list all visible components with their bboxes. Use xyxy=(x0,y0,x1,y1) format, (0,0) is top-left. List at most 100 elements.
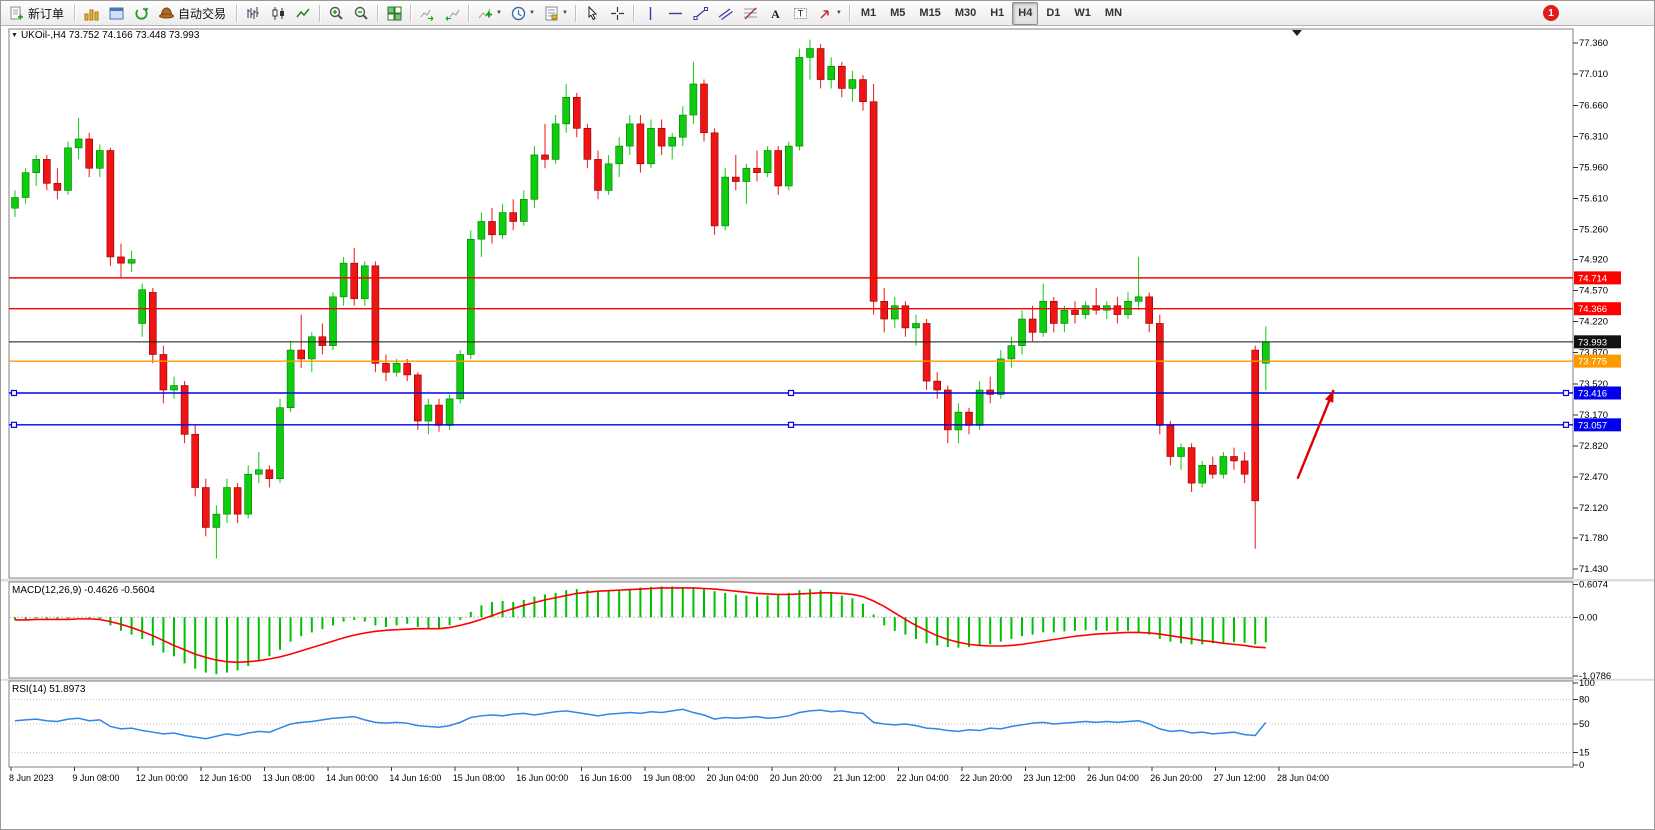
bars-icon xyxy=(245,5,262,22)
periods-button[interactable]: ▼ xyxy=(507,2,538,25)
hline-handle[interactable] xyxy=(1562,389,1570,397)
ea-hat-icon xyxy=(158,5,175,22)
time-label: 28 Jun 04:00 xyxy=(1277,773,1329,783)
hline-handle[interactable] xyxy=(787,421,795,428)
zoom-in-button[interactable] xyxy=(325,2,348,25)
svg-text:80: 80 xyxy=(1579,694,1590,705)
notification-badge[interactable]: 1 xyxy=(1543,5,1559,21)
time-axis-labels xyxy=(10,767,1280,771)
time-label: 26 Jun 04:00 xyxy=(1087,773,1139,783)
toolbar-separator xyxy=(574,4,577,22)
chartshift-icon xyxy=(444,5,461,22)
dropdown-caret-icon: ▼ xyxy=(496,10,502,16)
chart-shift-button[interactable] xyxy=(441,2,464,25)
timeframe-button-m30[interactable]: M30 xyxy=(954,7,977,19)
linechart-icon xyxy=(295,5,312,22)
timeframe-button-m15[interactable]: M15 xyxy=(919,7,941,19)
svg-text:72.120: 72.120 xyxy=(1579,503,1608,514)
dropdown-caret-icon: ▼ xyxy=(561,10,568,16)
svg-text:0.00: 0.00 xyxy=(1579,612,1598,623)
timeframe-button-m1[interactable]: M1 xyxy=(860,7,877,19)
cursor-button[interactable] xyxy=(581,2,604,25)
cycle-green-icon xyxy=(133,5,150,22)
svg-text:0: 0 xyxy=(1579,760,1584,771)
macd-signal-line xyxy=(15,587,1266,664)
svg-text:100: 100 xyxy=(1579,678,1595,689)
axis-price-flag xyxy=(1574,302,1621,316)
zoom-in-icon xyxy=(328,5,345,22)
profiles-button[interactable] xyxy=(105,2,128,25)
time-label: 12 Jun 16:00 xyxy=(199,773,251,783)
text-button[interactable]: A xyxy=(764,2,787,25)
timeframe-button-m5[interactable]: M5 xyxy=(890,7,906,19)
macd-histogram xyxy=(14,586,1267,675)
svg-text:75.260: 75.260 xyxy=(1579,224,1608,235)
svg-text:74.366: 74.366 xyxy=(1578,304,1607,315)
toolbar-separator xyxy=(319,4,322,22)
timeframe-button-h4[interactable]: H4 xyxy=(1012,1,1039,25)
candlestick-chart-button[interactable] xyxy=(267,2,290,25)
trend-arrow-head[interactable] xyxy=(1324,389,1334,403)
zoom-out-button[interactable] xyxy=(350,2,373,25)
svg-text:74.714: 74.714 xyxy=(1578,273,1607,284)
axis-price-flag xyxy=(1574,335,1621,349)
fibonacci-button[interactable] xyxy=(739,2,762,25)
hline-icon xyxy=(667,5,684,22)
line-chart-button[interactable] xyxy=(292,2,315,25)
new-order-button[interactable]: 新订单 xyxy=(5,2,70,25)
horizontal-line-button[interactable] xyxy=(664,2,687,25)
crosshair-button[interactable] xyxy=(606,2,629,25)
new-chart-button[interactable] xyxy=(80,2,103,25)
templates-button[interactable]: ▼ xyxy=(540,2,571,25)
svg-text:77.360: 77.360 xyxy=(1579,38,1608,49)
trend-arrow-annotation[interactable] xyxy=(1296,389,1335,480)
arrow-obj-icon xyxy=(817,5,834,22)
svg-text:73.416: 73.416 xyxy=(1578,388,1607,399)
svg-text:71.780: 71.780 xyxy=(1579,533,1608,544)
chart-scroll-caret-icon[interactable] xyxy=(1292,30,1302,36)
svg-text:76.310: 76.310 xyxy=(1579,131,1608,142)
hline-handle[interactable] xyxy=(10,421,18,428)
svg-text:73.057: 73.057 xyxy=(1578,420,1607,431)
hline-handle[interactable] xyxy=(1562,421,1570,428)
svg-text:76.660: 76.660 xyxy=(1579,100,1608,111)
svg-text:72.820: 72.820 xyxy=(1579,441,1608,452)
svg-text:0.6074: 0.6074 xyxy=(1579,579,1608,590)
trendline-button[interactable] xyxy=(689,2,712,25)
window-blue-icon xyxy=(108,5,125,22)
toolbar-separator xyxy=(468,4,471,22)
macd-indicator-label: MACD(12,26,9) -0.4626 -0.5604 xyxy=(12,585,155,596)
timeframe-button-h1[interactable]: H1 xyxy=(990,7,1005,19)
tile-windows-button[interactable] xyxy=(383,2,406,25)
svg-text:A: A xyxy=(771,7,780,21)
text-label-button[interactable]: T xyxy=(789,2,812,25)
timeframe-button-w1[interactable]: W1 xyxy=(1074,7,1091,19)
clock-icon xyxy=(510,5,527,22)
dropdown-caret-icon: ▼ xyxy=(528,10,535,16)
refresh-button[interactable] xyxy=(130,2,153,25)
zoom-out-icon xyxy=(353,5,370,22)
svg-text:73.870: 73.870 xyxy=(1579,348,1608,359)
auto-scroll-button[interactable] xyxy=(416,2,439,25)
hline-handle[interactable] xyxy=(787,389,795,397)
vertical-line-button[interactable] xyxy=(639,2,662,25)
time-label: 20 Jun 04:00 xyxy=(706,773,758,783)
timeframe-button-d1[interactable]: D1 xyxy=(1046,7,1061,19)
time-label: 12 Jun 00:00 xyxy=(136,773,188,783)
axis-price-flag xyxy=(1574,271,1621,285)
autoscroll-icon xyxy=(419,5,436,22)
axis-price-flag xyxy=(1574,418,1621,432)
indicators-button[interactable]: ▼ xyxy=(474,2,505,25)
hline-handle[interactable] xyxy=(10,389,18,397)
bar-chart-button[interactable] xyxy=(242,2,265,25)
chart-collapse-icon[interactable]: ▼ xyxy=(11,32,18,39)
autotrading-button[interactable]: 自动交易 xyxy=(155,2,232,25)
equidistant-channel-button[interactable] xyxy=(714,2,737,25)
arrows-button[interactable]: ▼ xyxy=(814,2,845,25)
dropdown-caret-icon: ▼ xyxy=(835,10,842,16)
timeframe-button-mn[interactable]: MN xyxy=(1104,7,1123,19)
svg-text:75.610: 75.610 xyxy=(1579,193,1608,204)
svg-text:71.430: 71.430 xyxy=(1579,564,1608,575)
